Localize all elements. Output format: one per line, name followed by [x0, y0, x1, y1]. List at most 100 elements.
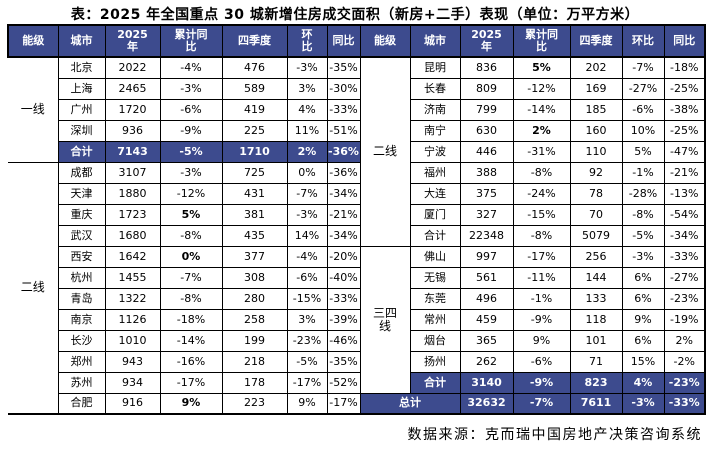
- value-cell: -12%: [159, 182, 223, 205]
- value-cell: 92: [569, 161, 623, 184]
- value-cell: 9%: [159, 392, 223, 415]
- table-row: 上海 2465 -3% 589 3% -30% 长春 809 -12% 169 -27% -25%: [8, 77, 706, 100]
- value-cell: -35%: [326, 350, 361, 373]
- col-header-tier-left: 能级: [7, 24, 59, 58]
- value-cell: 308: [221, 266, 288, 289]
- table-row: 二线 成都 3107 -3% 725 0% -36% 福州 388 -8% 92 -1% -21%: [8, 161, 706, 415]
- header-row: 能级 城市 2025 年 累计同 比 四季度 环 比 同比 能级 城市 2025…: [7, 24, 706, 58]
- value-cell: 1723: [104, 203, 161, 226]
- value-cell: 836: [459, 56, 514, 79]
- value-cell: 169: [569, 77, 623, 100]
- value-cell: 377: [221, 245, 288, 268]
- value-cell: 110: [569, 140, 623, 163]
- value-cell: 3%: [286, 308, 328, 331]
- tier-cell: 一线: [8, 56, 59, 163]
- table-row: 南京 1126 -18% 258 3% -39% 常州 459 -9% 118 9% -19%: [8, 308, 706, 331]
- value-cell: 199: [221, 329, 288, 352]
- value-cell: 0%: [286, 161, 328, 184]
- col-header-qoq-left: 环 比: [286, 24, 328, 58]
- value-cell: -13%: [663, 182, 706, 205]
- value-cell: -17%: [326, 392, 361, 415]
- value-cell: 1710: [221, 140, 288, 163]
- city-cell: 东莞: [409, 287, 461, 310]
- value-cell: -12%: [512, 77, 571, 100]
- value-cell: -9%: [159, 119, 223, 142]
- value-cell: -39%: [326, 308, 361, 331]
- city-cell: 武汉: [57, 224, 106, 247]
- city-cell: 扬州: [409, 350, 461, 373]
- value-cell: -27%: [621, 77, 665, 100]
- city-cell: 长沙: [57, 329, 106, 352]
- city-cell: 成都: [57, 161, 106, 184]
- value-cell: 809: [459, 77, 514, 100]
- value-cell: -5%: [286, 350, 328, 373]
- value-cell: -33%: [663, 392, 706, 415]
- value-cell: 5079: [569, 224, 623, 247]
- table-row: 重庆 1723 5% 381 -3% -21% 厦门 327 -15% 70 -8% -54%: [8, 203, 706, 226]
- value-cell: 144: [569, 266, 623, 289]
- value-cell: 5%: [621, 140, 665, 163]
- value-cell: -6%: [621, 98, 665, 121]
- value-cell: 823: [569, 371, 623, 394]
- value-cell: 9%: [512, 329, 571, 352]
- value-cell: -3%: [159, 77, 223, 100]
- city-cell: 南宁: [409, 119, 461, 142]
- value-cell: -30%: [326, 77, 361, 100]
- value-cell: -6%: [286, 266, 328, 289]
- col-header-yoy-right: 同比: [663, 24, 706, 58]
- value-cell: -52%: [326, 371, 361, 394]
- value-cell: 1642: [104, 245, 161, 268]
- value-cell: 202: [569, 56, 623, 79]
- value-cell: -19%: [663, 308, 706, 331]
- value-cell: -1%: [512, 287, 571, 310]
- value-cell: 4%: [621, 371, 665, 394]
- city-cell: 广州: [57, 98, 106, 121]
- value-cell: -36%: [326, 140, 361, 163]
- value-cell: 22348: [459, 224, 514, 247]
- value-cell: 365: [459, 329, 514, 352]
- value-cell: -3%: [159, 161, 223, 184]
- value-cell: -18%: [159, 308, 223, 331]
- col-header-city-right: 城市: [409, 24, 461, 58]
- value-cell: 431: [221, 182, 288, 205]
- value-cell: -33%: [326, 287, 361, 310]
- value-cell: 934: [104, 371, 161, 394]
- tier-cell: 二线: [360, 56, 411, 247]
- value-cell: 419: [221, 98, 288, 121]
- city-cell: 常州: [409, 308, 461, 331]
- value-cell: -9%: [512, 371, 571, 394]
- value-cell: -9%: [512, 308, 571, 331]
- value-cell: 2465: [104, 77, 161, 100]
- value-cell: 3%: [286, 77, 328, 100]
- city-cell: 昆明: [409, 56, 461, 79]
- table-row: 西安 1642 0% 377 -4% -20% 三四 线佛山 997 -17% 256 -3% -33…: [8, 245, 706, 394]
- value-cell: -33%: [326, 98, 361, 121]
- value-cell: -46%: [326, 329, 361, 352]
- value-cell: 327: [459, 203, 514, 226]
- total-label-cell: 合计: [57, 140, 106, 163]
- value-cell: -8%: [159, 224, 223, 247]
- value-cell: 118: [569, 308, 623, 331]
- value-cell: -33%: [663, 245, 706, 268]
- value-cell: 2%: [663, 329, 706, 352]
- housing-transaction-table: 能级 城市 2025 年 累计同 比 四季度 环 比 同比 能级 城市 2025…: [7, 24, 706, 415]
- value-cell: 916: [104, 392, 161, 415]
- value-cell: 375: [459, 182, 514, 205]
- value-cell: -7%: [512, 392, 571, 415]
- value-cell: -15%: [286, 287, 328, 310]
- value-cell: -5%: [159, 140, 223, 163]
- value-cell: 15%: [621, 350, 665, 373]
- value-cell: 280: [221, 287, 288, 310]
- value-cell: 496: [459, 287, 514, 310]
- value-cell: -17%: [286, 371, 328, 394]
- value-cell: -2%: [663, 350, 706, 373]
- value-cell: -11%: [512, 266, 571, 289]
- value-cell: -17%: [512, 245, 571, 268]
- table-row: 武汉 1680 -8% 435 14% -34% 合计 22348 -8% 5079 -5% -34%: [8, 224, 706, 247]
- value-cell: -21%: [326, 203, 361, 226]
- value-cell: -16%: [159, 350, 223, 373]
- value-cell: 223: [221, 392, 288, 415]
- value-cell: -4%: [159, 56, 223, 79]
- value-cell: 5%: [159, 203, 223, 226]
- value-cell: 2%: [286, 140, 328, 163]
